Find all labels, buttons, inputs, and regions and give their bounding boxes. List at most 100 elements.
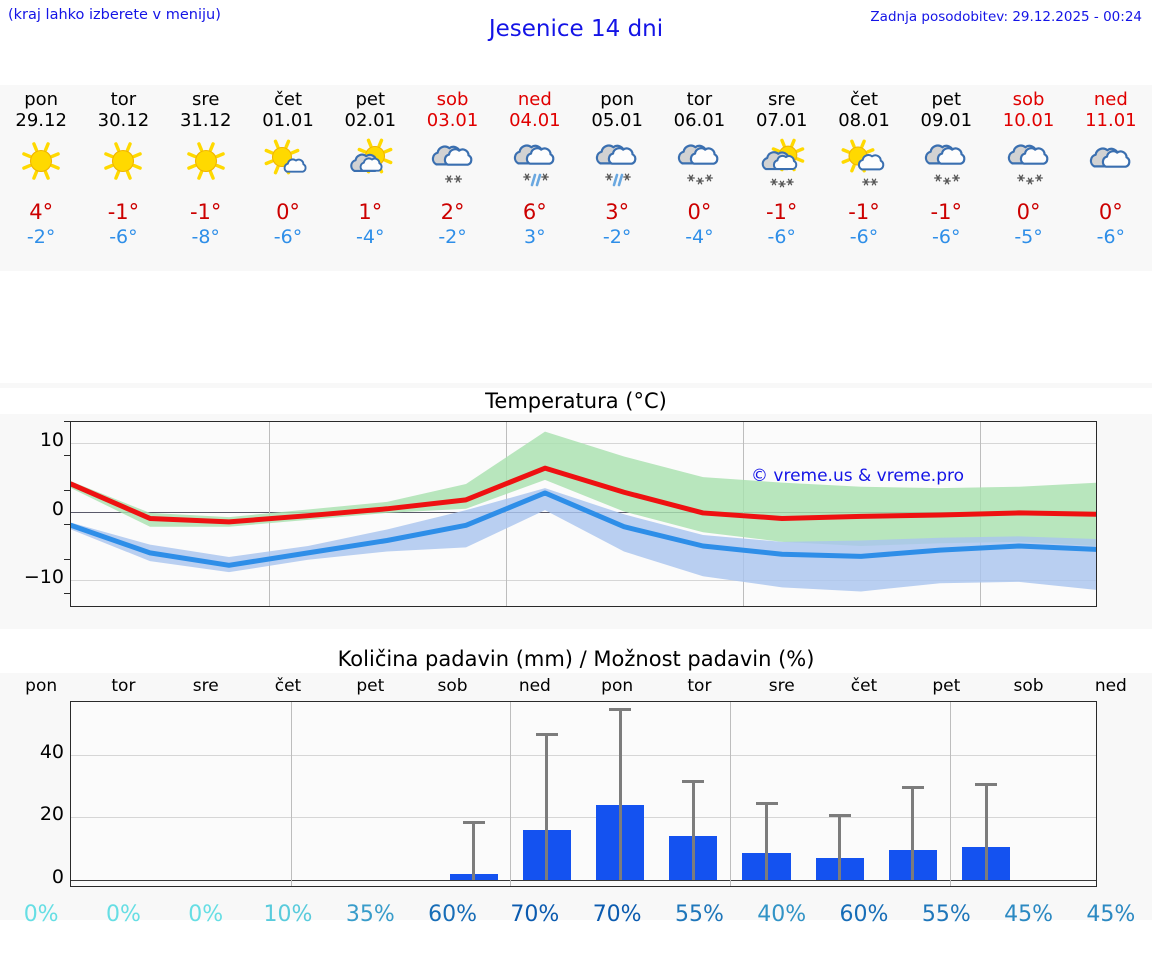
forecast-day-column[interactable]: sob 03.01 2° -2° <box>414 85 492 271</box>
daily-forecast-strip: pon 29.12 4° -2° tor 30.12 -1° -6° sre 31.12 -1° -8… <box>0 85 1152 271</box>
precipitation-y-tick-label: 0 <box>51 865 64 888</box>
precipitation-gridline-vertical <box>729 702 731 886</box>
precipitation-day-label: tor <box>687 676 712 696</box>
precipitation-day-label: sre <box>192 676 219 696</box>
forecast-temp-max: 0° <box>687 200 712 224</box>
precipitation-probability-label: 60% <box>839 902 889 927</box>
forecast-day-date: 30.12 <box>97 110 150 131</box>
sun-small-cloud-icon <box>249 134 327 192</box>
precipitation-gridline <box>71 879 1096 881</box>
forecast-day-date: 05.01 <box>591 110 643 131</box>
forecast-day-date: 11.01 <box>1085 110 1137 131</box>
forecast-day-name: čet <box>849 89 879 110</box>
forecast-temp-min: -5° <box>1014 226 1043 248</box>
precipitation-day-label: čet <box>850 676 878 696</box>
temperature-gridline <box>71 442 1096 444</box>
precipitation-day-label: sre <box>768 676 795 696</box>
precipitation-probability-label: 60% <box>428 902 478 927</box>
precipitation-gridline-vertical <box>510 702 512 886</box>
precipitation-probability-label: 45% <box>1004 902 1054 927</box>
precipitation-probability-label: 0% <box>23 902 59 927</box>
forecast-temp-max: 4° <box>29 200 54 224</box>
forecast-day-date: 08.01 <box>838 110 890 131</box>
forecast-day-date: 02.01 <box>344 110 397 131</box>
precipitation-probability-label: 0% <box>105 902 141 927</box>
sun-cloud-snow-icon <box>743 134 821 192</box>
temperature-series-svg <box>71 431 1096 592</box>
precipitation-error-bar <box>545 733 549 880</box>
precipitation-error-bar <box>838 814 842 880</box>
forecast-day-date: 04.01 <box>509 110 561 131</box>
precipitation-error-cap <box>682 779 705 783</box>
forecast-temp-max: -1° <box>765 200 798 224</box>
forecast-day-column[interactable]: pet 02.01 1° -4° <box>331 85 409 271</box>
forecast-day-date: 07.01 <box>755 110 808 131</box>
precipitation-day-label: tor <box>111 676 136 696</box>
precipitation-day-label: pet <box>356 676 385 696</box>
forecast-day-column[interactable]: tor 06.01 0° -4° <box>660 85 738 271</box>
copyright-label: © vreme.us & vreme.pro <box>751 466 965 486</box>
forecast-temp-min: -6° <box>273 226 303 248</box>
forecast-day-name: ned <box>517 89 552 110</box>
forecast-day-column[interactable]: pet 09.01 -1° -6° <box>907 85 985 271</box>
forecast-day-name: sob <box>1012 89 1045 110</box>
forecast-day-date: 03.01 <box>426 110 479 131</box>
precipitation-day-label: pon <box>25 676 58 696</box>
precipitation-gridline <box>71 755 1096 757</box>
forecast-day-column[interactable]: ned 04.01 6° 3° <box>496 85 574 271</box>
temperature-axis-tick <box>64 489 70 491</box>
temperature-y-tick-label: 0 <box>51 497 64 520</box>
sun-icon <box>167 134 245 192</box>
forecast-temp-min: -4° <box>685 226 714 248</box>
temperature-line <box>71 490 1096 568</box>
precipitation-probability-label: 0% <box>188 902 224 927</box>
precipitation-gridline <box>71 817 1096 819</box>
forecast-temp-max: 0° <box>276 200 300 224</box>
forecast-day-column[interactable]: sre 07.01 -1° -6° <box>743 85 821 271</box>
temperature-axis-tick <box>64 593 70 595</box>
precipitation-gridline-vertical <box>290 702 292 886</box>
temperature-axis-tick <box>64 524 70 526</box>
forecast-temp-max: 1° <box>358 200 383 224</box>
forecast-day-column[interactable]: sre 31.12 -1° -8° <box>167 85 245 271</box>
temperature-axis-tick <box>64 558 70 560</box>
forecast-day-column[interactable]: pon 05.01 3° -2° <box>578 85 656 271</box>
precipitation-probability-label: 10% <box>263 902 313 927</box>
forecast-day-name: pet <box>355 89 386 110</box>
forecast-day-date: 09.01 <box>920 110 973 131</box>
precipitation-error-bar <box>472 820 476 880</box>
temperature-y-tick-label: −10 <box>23 566 64 589</box>
forecast-day-column[interactable]: tor 30.12 -1° -6° <box>84 85 162 271</box>
precipitation-probability-label: 45% <box>1086 902 1136 927</box>
temperature-line <box>71 465 1096 525</box>
forecast-day-column[interactable]: sob 10.01 0° -5° <box>990 85 1068 271</box>
temperature-chart-title: Temperatura (°C) <box>0 388 1152 414</box>
cloud-snow-heavy-icon <box>990 134 1068 192</box>
forecast-day-name: sob <box>436 89 469 110</box>
forecast-day-name: pon <box>24 89 59 110</box>
precipitation-day-label: ned <box>1094 676 1127 696</box>
temperature-plot <box>70 421 1097 607</box>
cloud-snow-heavy-icon <box>660 134 738 192</box>
temperature-axis-tick <box>64 421 70 422</box>
precipitation-error-cap <box>462 820 485 824</box>
forecast-day-column[interactable]: ned 11.01 0° -6° <box>1072 85 1150 271</box>
menu-hint: (kraj lahko izberete v meniju) <box>8 7 221 23</box>
precipitation-day-label: sob <box>437 676 468 696</box>
precipitation-error-cap <box>901 786 924 790</box>
precipitation-probability-label: 55% <box>921 902 971 927</box>
forecast-day-column[interactable]: čet 01.01 0° -6° <box>249 85 327 271</box>
precipitation-gridline-vertical <box>949 702 951 886</box>
last-updated: Zadnja posodobitev: 29.12.2025 - 00:24 <box>870 9 1142 25</box>
precipitation-probability-label: 70% <box>510 902 560 927</box>
temperature-axis-tick <box>64 455 70 457</box>
precipitation-error-bar <box>984 783 988 880</box>
precipitation-error-cap <box>535 733 558 737</box>
forecast-day-column[interactable]: čet 08.01 -1° -6° <box>825 85 903 271</box>
forecast-temp-max: -1° <box>930 200 962 224</box>
forecast-day-date: 29.12 <box>15 110 67 131</box>
forecast-day-name: pon <box>600 89 635 110</box>
sun-icon <box>84 134 162 192</box>
forecast-day-column[interactable]: pon 29.12 4° -2° <box>2 85 80 271</box>
